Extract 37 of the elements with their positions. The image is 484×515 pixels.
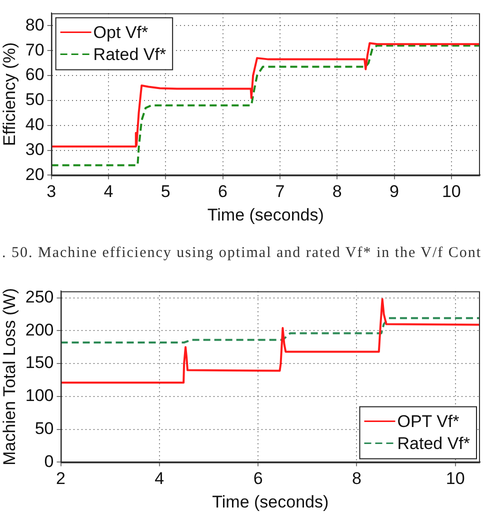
y-tick-label: 20 — [25, 164, 44, 184]
y-tick-label: 50 — [34, 419, 54, 438]
x-tick-label: 4 — [104, 182, 114, 202]
y-tick-label: 250 — [25, 287, 54, 306]
x-tick-label: 6 — [218, 182, 228, 202]
x-tick-label: 3 — [46, 182, 56, 202]
legend-label: Rated Vf* — [93, 44, 166, 64]
x-tick-label: 2 — [56, 469, 66, 488]
x-tick-label: 7 — [275, 182, 285, 202]
y-axis-title: Efficiency (%) — [0, 42, 19, 146]
x-tick-label: 10 — [446, 469, 465, 488]
x-axis-title: Time (seconds) — [212, 492, 329, 512]
y-tick-label: 60 — [25, 65, 44, 84]
x-tick-label: 10 — [442, 182, 461, 202]
x-tick-label: 8 — [352, 469, 362, 488]
x-tick-label: 6 — [253, 469, 263, 488]
y-tick-label: 80 — [25, 15, 44, 34]
y-tick-label: 100 — [25, 386, 54, 406]
y-tick-label: 50 — [25, 90, 44, 110]
legend-label: Rated Vf* — [397, 434, 470, 453]
line-series — [51, 44, 480, 166]
x-tick-label: 5 — [160, 182, 170, 202]
y-tick-label: 200 — [25, 320, 54, 340]
x-tick-label: 8 — [332, 182, 342, 202]
legend-label: OPT Vf* — [397, 412, 460, 431]
line-series — [60, 317, 480, 344]
y-tick-label: 70 — [25, 40, 44, 60]
y-axis-title: Machien Total Loss (W) — [0, 288, 19, 466]
y-tick-label: 40 — [25, 115, 44, 134]
x-axis-title: Time (seconds) — [207, 205, 324, 224]
y-tick-label: 150 — [25, 353, 54, 372]
y-tick-label: 0 — [44, 452, 54, 471]
legend-label: Opt Vf* — [93, 22, 148, 42]
x-tick-label: 4 — [154, 469, 164, 488]
x-tick-label: 9 — [390, 182, 399, 202]
y-tick-label: 30 — [25, 140, 44, 159]
text: . 50. Machine efficiency using optimal and rated Vf* in the V/f Cont — [1, 244, 483, 263]
